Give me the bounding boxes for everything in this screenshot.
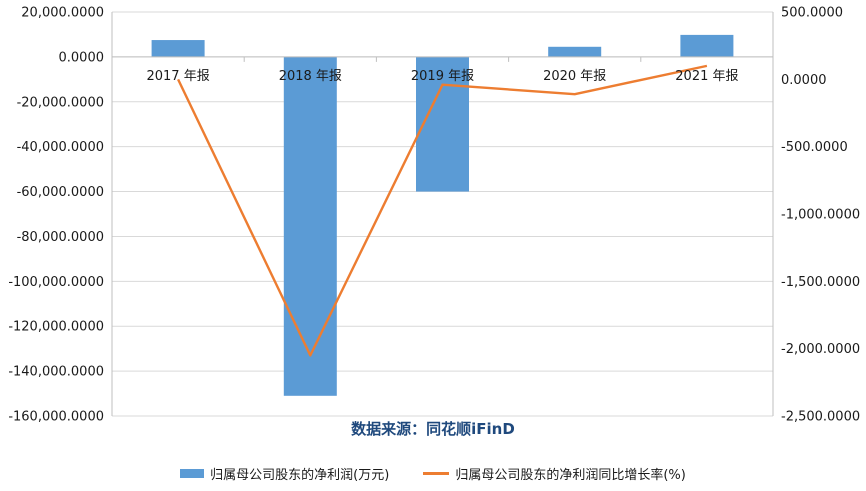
growth-rate-line [177, 64, 708, 357]
left-axis-tick-label: -160,000.0000 [8, 410, 104, 425]
right-axis-tick-label: -1,000.0000 [781, 208, 860, 223]
category-label: 2021 年报 [675, 69, 738, 84]
left-axis-tick-label: -40,000.0000 [17, 140, 104, 155]
bar-series [151, 34, 734, 396]
left-axis-tick-label: -140,000.0000 [8, 365, 104, 380]
category-label: 2018 年报 [279, 69, 342, 84]
right-axis-tick-label: 500.0000 [781, 6, 843, 21]
legend-label-growth-rate: 归属母公司股东的净利润同比增长率(%) [455, 467, 686, 483]
legend-swatch-bar [180, 468, 205, 478]
right-axis-tick-label: -1,500.0000 [781, 275, 860, 290]
left-axis-tick-label: 20,000.0000 [21, 6, 104, 21]
bar [680, 34, 734, 57]
category-label: 2020 年报 [543, 69, 606, 84]
left-axis-tick-label: -60,000.0000 [17, 185, 104, 200]
bar [548, 46, 602, 57]
data-source-caption: 数据来源：同花顺iFinD [351, 420, 515, 438]
legend: 归属母公司股东的净利润(万元) 归属母公司股东的净利润同比增长率(%) [0, 461, 866, 485]
legend-item-net-profit: 归属母公司股东的净利润(万元) [180, 464, 389, 483]
bar [283, 56, 337, 396]
legend-swatch-line [423, 471, 450, 475]
legend-item-growth-rate: 归属母公司股东的净利润同比增长率(%) [423, 464, 686, 483]
bar [416, 56, 469, 192]
bar [151, 40, 205, 57]
right-axis-tick-label: -2,500.0000 [781, 410, 860, 425]
legend-label-net-profit: 归属母公司股东的净利润(万元) [210, 467, 390, 483]
category-label: 2017 年报 [146, 69, 209, 84]
left-axis-tick-label: -120,000.0000 [8, 320, 104, 335]
axes [111, 12, 774, 416]
left-axis-tick-label: -100,000.0000 [8, 275, 104, 290]
tick-labels: 20,000.0000 0.0000 -20,000.0000 -40,000.000… [8, 6, 860, 425]
left-axis-tick-label: -80,000.0000 [17, 230, 104, 245]
right-axis-tick-label: -2,000.0000 [781, 342, 860, 357]
category-label: 2019 年报 [411, 69, 474, 84]
right-axis-tick-label: -500.0000 [781, 140, 848, 155]
right-axis-tick-label: 0.0000 [781, 73, 827, 88]
line-series [177, 64, 708, 357]
left-axis-tick-label: -20,000.0000 [17, 95, 104, 110]
left-axis-tick-label: 0.0000 [59, 50, 105, 65]
